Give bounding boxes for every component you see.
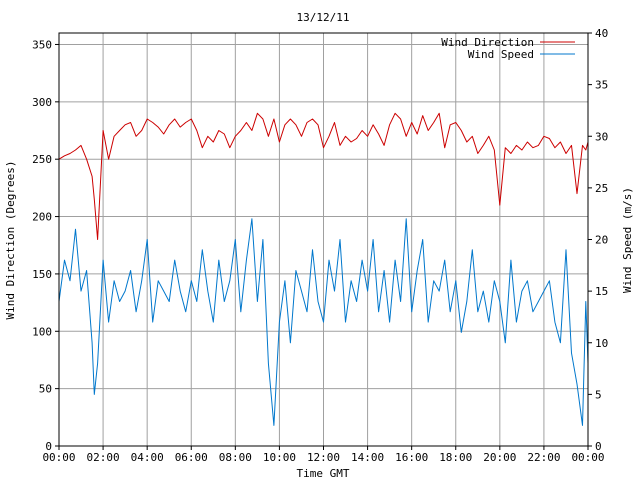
x-tick-label: 14:00	[351, 451, 384, 464]
x-tick-label: 20:00	[483, 451, 516, 464]
y-left-tick-label: 150	[32, 268, 52, 281]
legend-label-direction: Wind Direction	[441, 36, 534, 49]
grid-lines	[59, 33, 588, 446]
y-axis-right-label: Wind Speed (m/s)	[621, 187, 634, 293]
y-left-tick-label: 100	[32, 325, 52, 338]
x-axis-label: Time GMT	[297, 467, 350, 480]
y-left-tick-label: 0	[45, 440, 52, 453]
x-axis: 00:00 02:00 04:00 06:00 08:00 10:00 12:00 14:00…	[42, 446, 605, 464]
left-axis: 0 50 100 150 200 250 300 350	[32, 38, 59, 453]
y-right-tick-label: 0	[595, 440, 602, 453]
x-tick-label: 18:00	[439, 451, 472, 464]
x-tick-label: 12:00	[307, 451, 340, 464]
y-right-tick-label: 40	[595, 27, 608, 40]
legend-label-speed: Wind Speed	[468, 48, 534, 61]
x-tick-label: 10:00	[263, 451, 296, 464]
chart-title: 13/12/11	[297, 11, 350, 24]
x-tick-label: 00:00	[571, 451, 604, 464]
x-tick-label: 16:00	[395, 451, 428, 464]
series-line-wind-speed	[58, 218, 589, 426]
y-left-tick-label: 250	[32, 153, 52, 166]
legend: Wind Direction Wind Speed	[441, 36, 575, 61]
x-tick-label: 08:00	[219, 451, 252, 464]
y-right-tick-label: 25	[595, 182, 608, 195]
x-tick-label: 04:00	[131, 451, 164, 464]
y-left-tick-label: 350	[32, 38, 52, 51]
x-tick-label: 02:00	[87, 451, 120, 464]
series-line-wind-direction	[58, 112, 589, 240]
y-right-tick-label: 15	[595, 285, 608, 298]
y-left-tick-label: 50	[39, 383, 52, 396]
x-tick-label: 00:00	[42, 451, 75, 464]
y-axis-left-label: Wind Direction (Degrees)	[4, 161, 17, 320]
y-left-tick-label: 200	[32, 211, 52, 224]
y-right-tick-label: 10	[595, 337, 608, 350]
y-right-tick-label: 35	[595, 79, 608, 92]
x-tick-label: 06:00	[175, 451, 208, 464]
right-axis: 0 5 10 15 20 25 30 35 40	[588, 27, 608, 453]
series-layer	[58, 112, 589, 426]
y-right-tick-label: 20	[595, 234, 608, 247]
y-left-tick-label: 300	[32, 96, 52, 109]
x-tick-label: 22:00	[527, 451, 560, 464]
y-right-tick-label: 5	[595, 388, 602, 401]
y-right-tick-label: 30	[595, 130, 608, 143]
